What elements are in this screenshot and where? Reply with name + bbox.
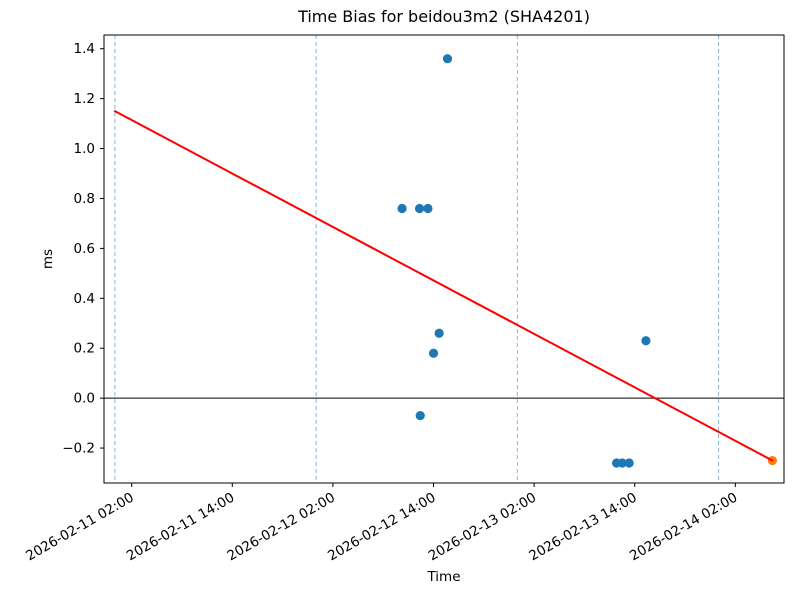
y-tick-label: 0.6 [74,241,95,257]
x-axis-label: Time [426,569,460,585]
chart-title: Time Bias for beidou3m2 (SHA4201) [297,7,590,26]
data-point [434,328,444,338]
trend-line [113,110,774,462]
data-point [414,203,425,214]
data-point [423,203,433,214]
data-point [428,348,439,358]
x-tick-label: 2026-02-14 02:00 [627,490,740,565]
data-point [397,203,407,214]
data-point [415,411,425,421]
y-tick-label: 0.8 [74,191,95,207]
x-tick-label: 2026-02-13 02:00 [426,490,539,565]
data-point [617,458,627,468]
x-tick-label: 2026-02-12 02:00 [225,490,338,565]
plot-border [103,34,785,484]
x-tick-label: 2026-02-13 14:00 [526,490,639,565]
y-tick-label: 0.2 [74,341,95,357]
y-tick-label: 0.0 [74,391,95,407]
y-tick-label: 1.4 [74,41,95,57]
x-tick-label: 2026-02-12 14:00 [325,490,438,565]
data-point [641,336,651,346]
y-tick-label: 1.2 [74,91,95,107]
data-point [624,458,634,468]
grid-layer [104,35,784,483]
data-layer [113,54,778,468]
y-tick-label: 0.4 [74,291,95,307]
x-tick-label: 2026-02-11 02:00 [23,490,136,565]
y-tick-label: 1.0 [74,141,95,157]
y-tick-label: −0.2 [62,441,95,457]
data-point [442,54,453,64]
x-tick-label: 2026-02-11 14:00 [124,490,237,565]
axes-layer: −0.2 0.0 0.2 0.4 0.6 0.8 1.0 1.2 1.4 2026-02-11 0… [23,34,785,565]
y-axis-label: ms [40,249,56,269]
